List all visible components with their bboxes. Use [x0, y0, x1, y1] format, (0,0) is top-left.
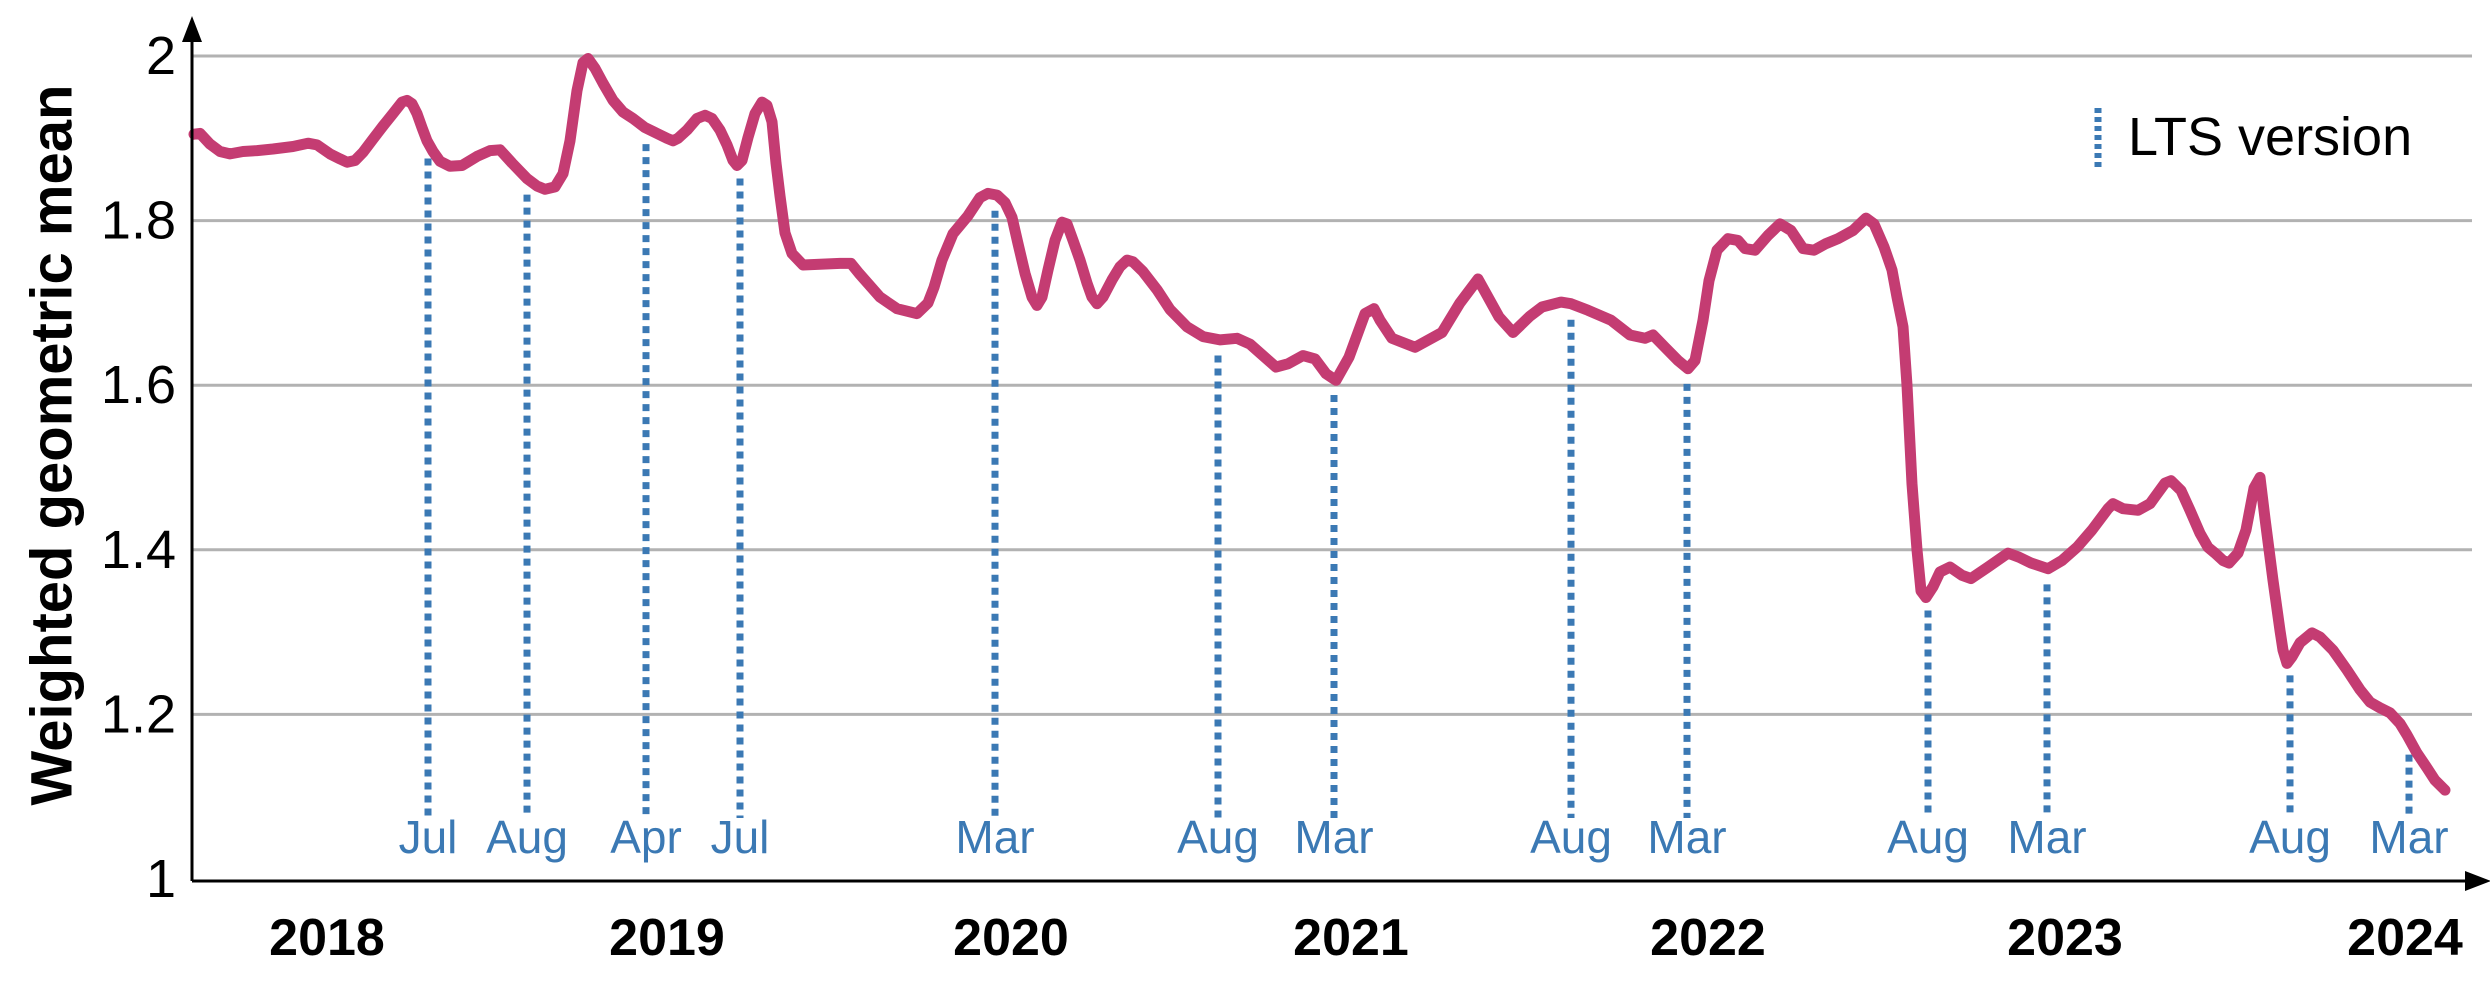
- y-tick-label-1.2: 1.2: [101, 684, 176, 744]
- lts-month-label-11: Mar: [2007, 811, 2086, 863]
- lts-month-label-6: Aug: [1177, 811, 1259, 863]
- lts-month-label-9: Mar: [1647, 811, 1726, 863]
- x-year-labels: 2018 2019 2020 2021 2022 2023 2024: [269, 909, 2463, 967]
- lts-month-label-13: Mar: [2369, 811, 2448, 863]
- lts-version-lines: [424, 144, 2413, 818]
- y-tick-label-1.4: 1.4: [101, 520, 176, 580]
- y-tick-label-2: 2: [146, 26, 176, 86]
- lts-month-label-2: Aug: [486, 811, 568, 863]
- lts-month-label-5: Mar: [955, 811, 1034, 863]
- lts-month-label-10: Aug: [1887, 811, 1969, 863]
- lts-month-label-1: Jul: [399, 811, 458, 863]
- gridlines: [192, 54, 2472, 716]
- x-axis-arrow-icon: [2465, 871, 2490, 891]
- x-year-label-2021: 2021: [1293, 909, 1409, 967]
- x-year-label-2019: 2019: [609, 909, 725, 967]
- y-tick-label-1.8: 1.8: [101, 191, 176, 251]
- x-year-label-2024: 2024: [2347, 909, 2463, 967]
- lts-month-label-3: Apr: [610, 811, 682, 863]
- y-tick-label-1: 1: [146, 849, 176, 909]
- lts-month-label-12: Aug: [2249, 811, 2331, 863]
- lts-month-label-4: Jul: [711, 811, 770, 863]
- y-tick-label-1.6: 1.6: [101, 355, 176, 415]
- lts-month-labels: Jul Aug Apr Jul Mar Aug Mar Aug Mar Aug Mar Aug Mar: [399, 811, 2449, 863]
- x-year-label-2022: 2022: [1650, 909, 1766, 967]
- series-curve: [188, 53, 2451, 796]
- legend: LTS version: [2094, 107, 2412, 168]
- series-line-weighted-geometric-mean: [188, 53, 2451, 796]
- axes: [182, 16, 2490, 891]
- lts-month-label-7: Mar: [1294, 811, 1373, 863]
- x-year-label-2023: 2023: [2007, 909, 2123, 967]
- y-axis-title: Weighted geometric mean: [20, 85, 85, 806]
- x-year-label-2018: 2018: [269, 909, 385, 967]
- legend-label: LTS version: [2128, 107, 2412, 167]
- x-year-label-2020: 2020: [953, 909, 1069, 967]
- y-axis-arrow-icon: [182, 16, 202, 42]
- y-tick-labels: 2 1.8 1.6 1.4 1.2 1: [101, 26, 176, 909]
- lts-month-label-8: Aug: [1530, 811, 1612, 863]
